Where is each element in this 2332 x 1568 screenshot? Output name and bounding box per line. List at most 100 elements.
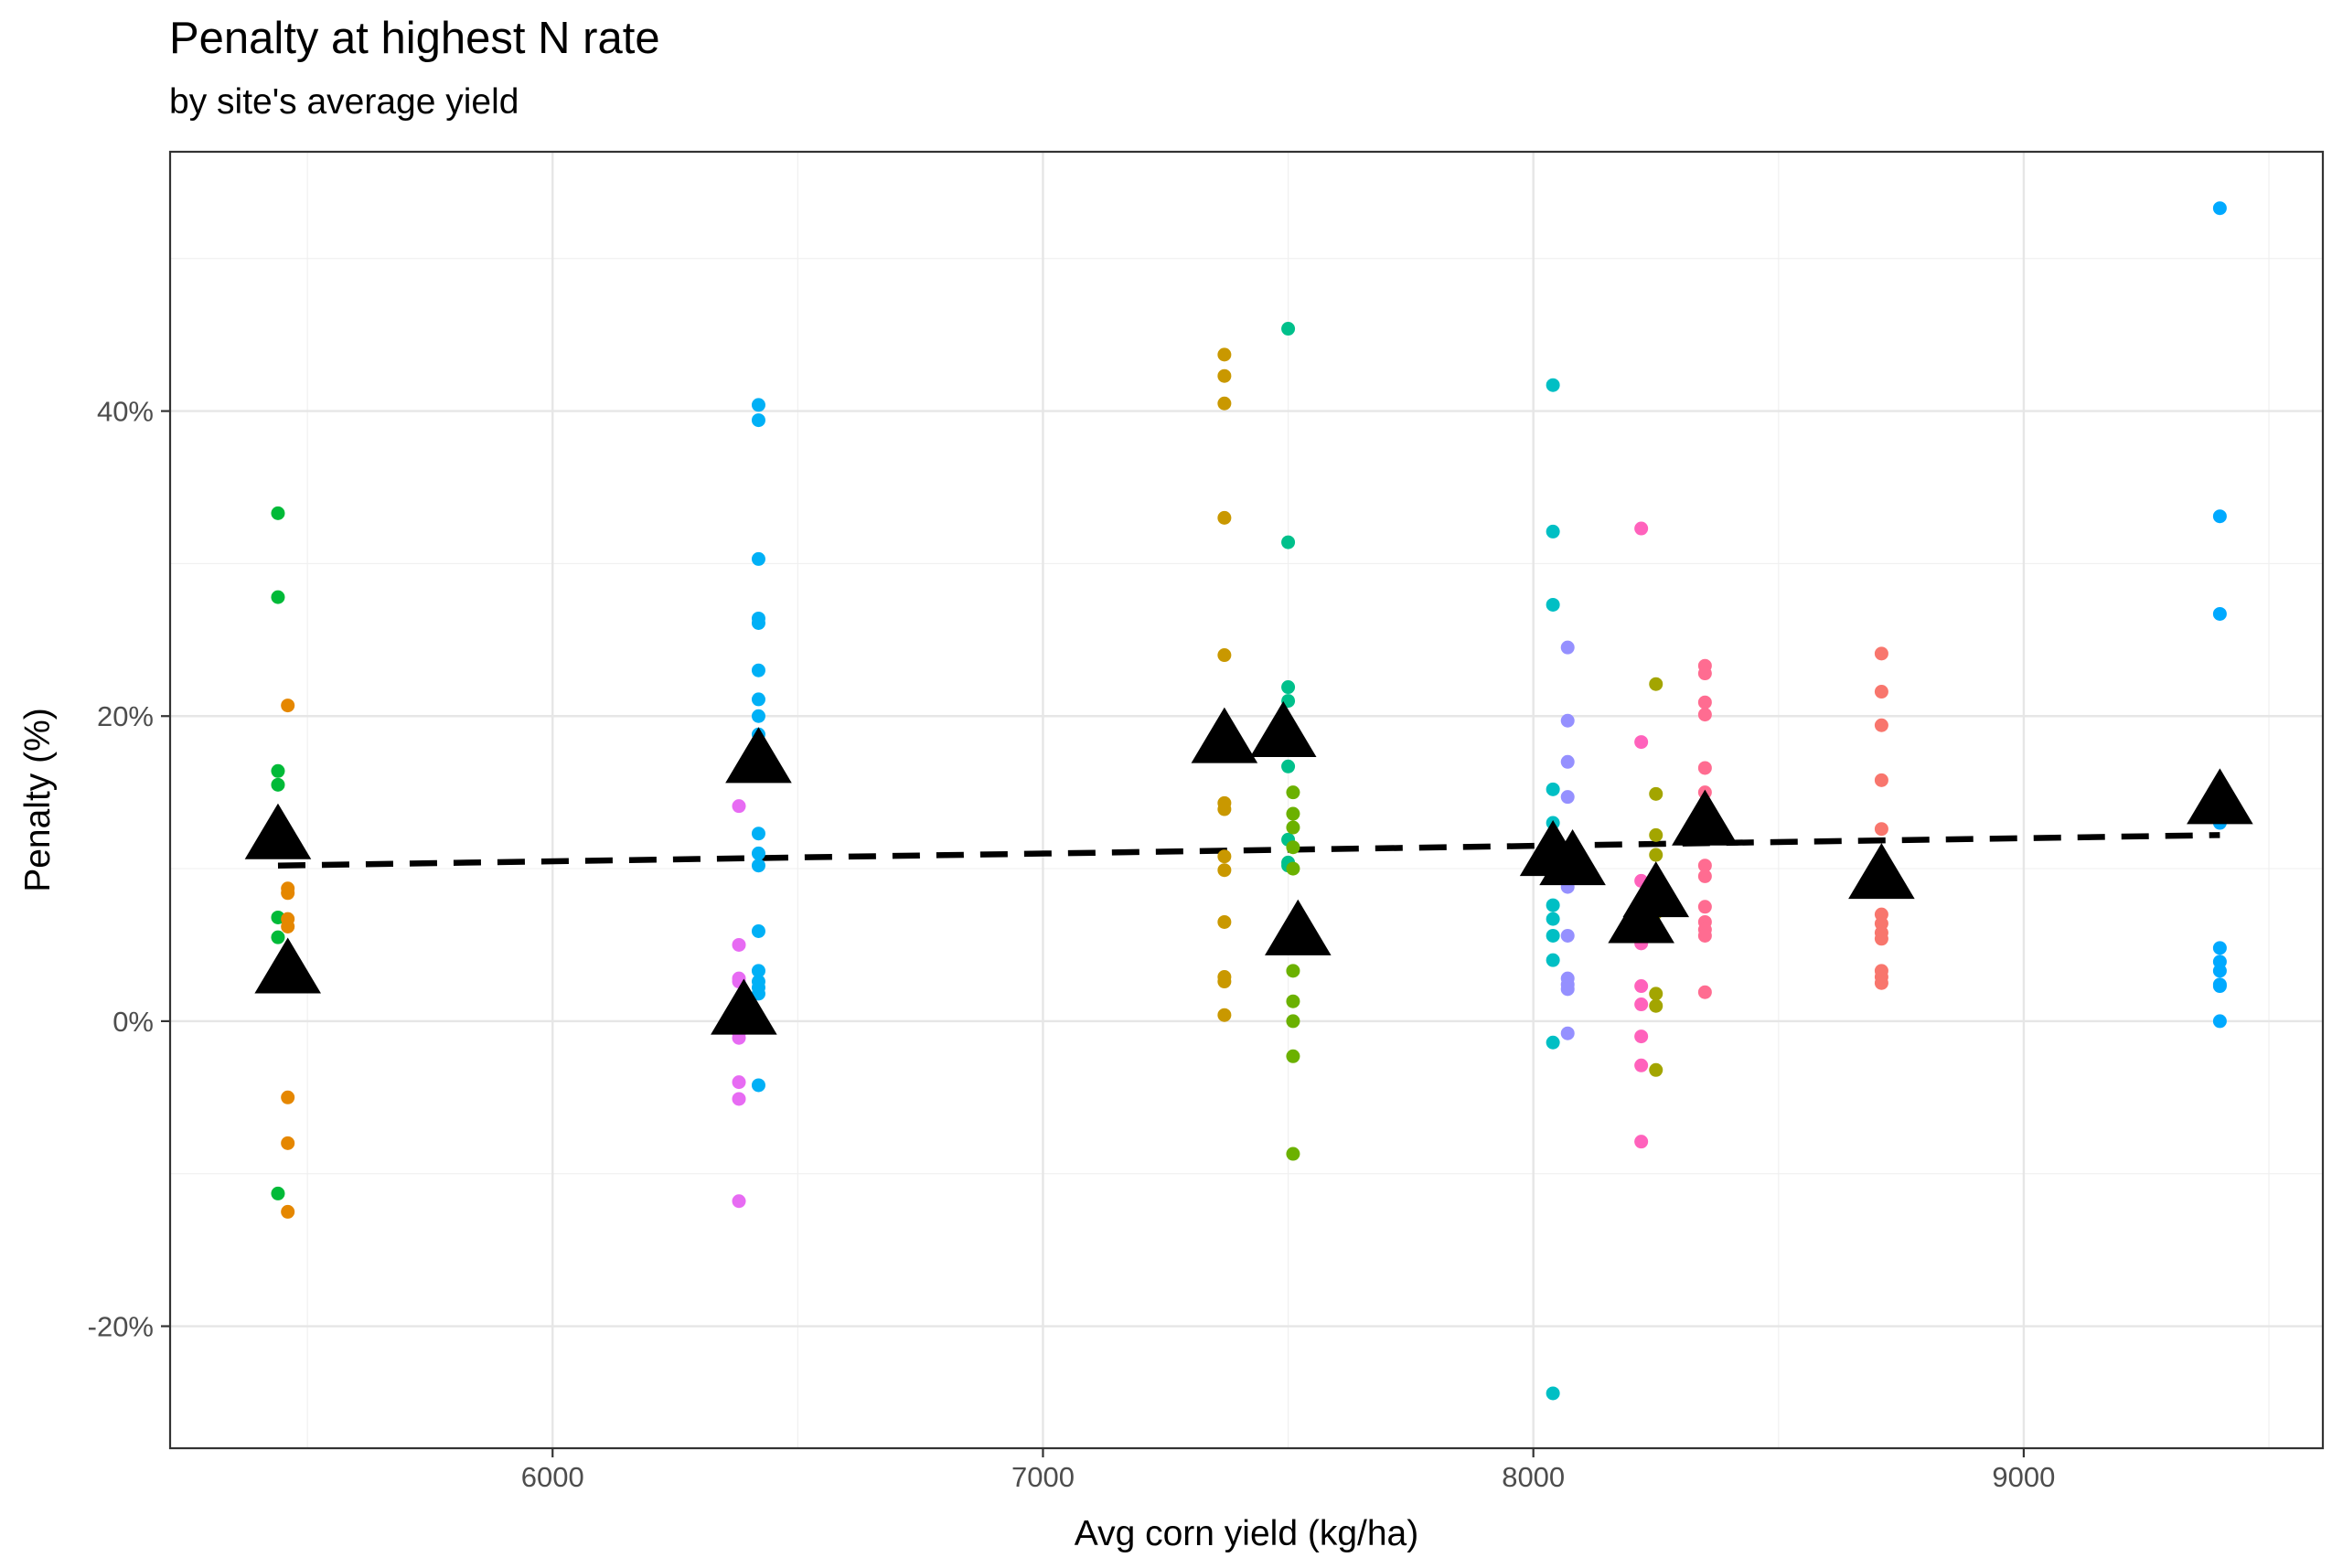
y-axis-title: Penalty (%) [18, 708, 58, 892]
data-point [1217, 648, 1232, 663]
data-point [751, 551, 765, 566]
data-point [271, 1186, 285, 1200]
data-point [1546, 1035, 1560, 1050]
data-point [1217, 914, 1232, 929]
data-point [281, 1204, 295, 1219]
data-point [2212, 509, 2227, 524]
data-point [1634, 997, 1649, 1012]
data-point [1217, 347, 1232, 362]
data-point [281, 699, 295, 713]
mean-triangle-marker [711, 978, 777, 1035]
data-point [1874, 685, 1888, 699]
data-point [1286, 820, 1300, 835]
data-point [751, 859, 765, 873]
data-point [1697, 900, 1712, 914]
data-point [1281, 535, 1296, 549]
mean-triangle-marker [1848, 843, 1915, 900]
data-point [1634, 979, 1649, 994]
data-point [2212, 201, 2227, 216]
data-point [1217, 975, 1232, 989]
mean-triangle-marker [1539, 829, 1606, 886]
mean-triangle-marker [1672, 789, 1738, 846]
data-point [281, 1136, 295, 1150]
data-point [1560, 754, 1575, 769]
data-point [1546, 1386, 1560, 1401]
data-point [1649, 677, 1663, 691]
data-point [271, 777, 285, 792]
data-point [1560, 1026, 1575, 1040]
mean-triangle-marker [1249, 700, 1317, 757]
data-point [732, 937, 746, 952]
data-point [2212, 964, 2227, 978]
data-point [1874, 822, 1888, 837]
data-point [751, 692, 765, 707]
data-point [281, 886, 295, 901]
data-point [1560, 982, 1575, 997]
y-tick-label: -20% [88, 1311, 154, 1343]
data-point [1874, 718, 1888, 732]
data-point [1697, 869, 1712, 883]
data-point [1281, 759, 1296, 773]
data-point [1634, 1135, 1649, 1149]
axes-layer: 6000 7000 8000 9000 -20% 0% 20% 40% [88, 396, 2056, 1493]
data-point [1546, 597, 1560, 612]
y-tick-label: 40% [97, 396, 154, 428]
x-tick-label: 7000 [1011, 1461, 1075, 1493]
data-point [1546, 782, 1560, 796]
data-point [2212, 606, 2227, 621]
data-point [1560, 640, 1575, 655]
mean-triangle-marker [254, 937, 321, 994]
data-point [1546, 524, 1560, 539]
mean-triangle-marker [244, 803, 312, 859]
y-tick-label: 20% [97, 700, 154, 732]
data-point [1649, 786, 1663, 801]
data-point [1697, 859, 1712, 873]
data-point [1697, 695, 1712, 709]
data-point [751, 413, 765, 428]
data-point [271, 506, 285, 520]
mean-triangle-marker [2187, 768, 2253, 825]
data-point [1560, 928, 1575, 943]
data-point [1546, 898, 1560, 912]
data-point [1286, 785, 1300, 800]
data-point [1286, 994, 1300, 1008]
data-point [1649, 1062, 1663, 1077]
data-point [751, 615, 765, 630]
data-point [751, 846, 765, 860]
data-point [1634, 735, 1649, 750]
data-point [1286, 806, 1300, 821]
data-point [751, 663, 765, 677]
data-point [751, 709, 765, 723]
data-point [1649, 998, 1663, 1013]
data-point [281, 919, 295, 933]
data-point [751, 827, 765, 841]
plot-panel-border [168, 150, 2325, 1450]
chart-subtitle: by site's average yield [169, 82, 519, 122]
trend-line-layer [277, 832, 2220, 869]
data-point [1546, 912, 1560, 926]
data-point [1217, 863, 1232, 878]
data-point [1697, 761, 1712, 775]
mean-triangle-marker [1191, 707, 1258, 763]
mean-triangle-marker [1265, 899, 1332, 955]
data-point [1546, 378, 1560, 392]
data-point [1281, 680, 1296, 695]
mean-triangle-marker [725, 727, 792, 784]
data-point [281, 1090, 295, 1104]
data-point [271, 590, 285, 604]
data-point [271, 763, 285, 778]
trend-line [277, 832, 2220, 869]
data-point [1874, 646, 1888, 661]
data-point [1217, 396, 1232, 411]
data-point [1286, 1049, 1300, 1063]
data-point [2212, 979, 2227, 994]
data-point [1286, 964, 1300, 978]
chart-title: Penalty at highest N rate [169, 14, 660, 63]
data-point [1546, 953, 1560, 967]
data-point [1634, 1029, 1649, 1044]
data-point [1217, 849, 1232, 864]
data-point [1874, 976, 1888, 990]
data-point [1217, 510, 1232, 525]
data-point [1281, 322, 1296, 336]
data-point [732, 1194, 746, 1209]
